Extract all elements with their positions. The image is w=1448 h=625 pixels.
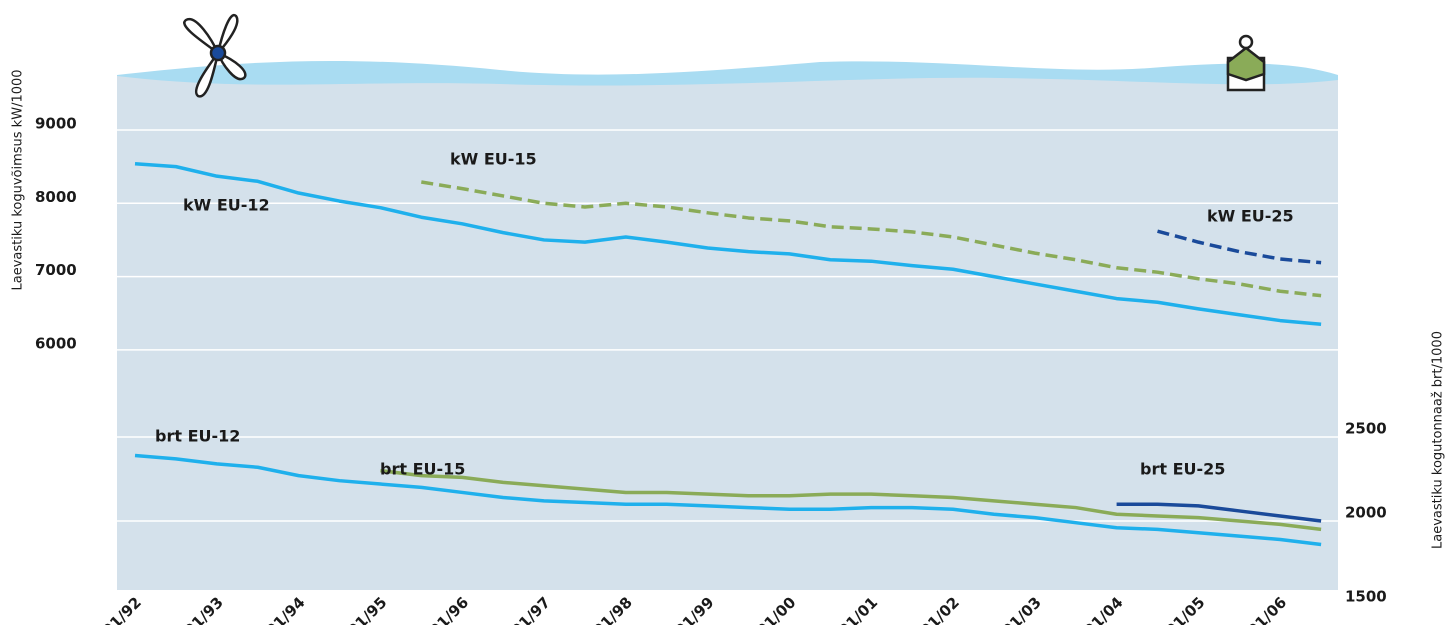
plot-background: [117, 75, 1338, 590]
series-label: kW EU-12: [183, 196, 270, 215]
series-label: kW EU-25: [1207, 207, 1294, 226]
y2-tick-label: 2500: [1345, 420, 1387, 438]
series-label: brt EU-15: [380, 460, 465, 479]
buoy-icon: [1226, 34, 1266, 92]
wave: [117, 60, 1338, 86]
series-line: [1157, 229, 1322, 265]
x-tick-label: 01/00: [753, 593, 799, 625]
x-tick-label: 01/04: [1080, 593, 1126, 625]
y-tick-label: 6000: [35, 334, 77, 352]
series-label: kW EU-15: [450, 150, 537, 169]
series-line: [421, 180, 1322, 298]
x-tick-label: 01/06: [1244, 593, 1290, 625]
y-tick-label: 9000: [35, 114, 77, 132]
propeller-icon: [183, 13, 247, 98]
x-tick-label: 01/01: [835, 593, 881, 625]
series-line: [380, 468, 1322, 532]
y-tick-label: 8000: [35, 188, 77, 206]
x-tick-label: 01/92: [99, 593, 145, 625]
x-tick-label: 01/03: [999, 593, 1045, 625]
series-label: brt EU-25: [1140, 460, 1225, 479]
series-label: brt EU-12: [155, 427, 240, 446]
series-line: [134, 453, 1322, 547]
y2-tick-label: 1500: [1345, 588, 1387, 606]
x-tick-label: 01/95: [344, 593, 390, 625]
x-tick-label: 01/02: [917, 593, 963, 625]
x-tick-label: 01/94: [262, 593, 308, 625]
x-tick-label: 01/93: [181, 593, 227, 625]
x-tick-label: 01/05: [1162, 593, 1208, 625]
x-tick-label: 01/99: [671, 593, 717, 625]
y2-tick-label: 2000: [1345, 504, 1387, 522]
x-tick-label: 01/96: [426, 593, 472, 625]
x-tick-label: 01/97: [508, 593, 554, 625]
series-line: [1116, 502, 1322, 523]
x-tick-label: 01/98: [590, 593, 636, 625]
y-tick-label: 7000: [35, 261, 77, 279]
y-axis-title: Laevastiku koguvõimsus kW/1000: [11, 69, 26, 290]
y2-axis-title: Laevastiku kogutonnaaž brt/1000: [1431, 331, 1446, 549]
series-line: [134, 161, 1322, 326]
